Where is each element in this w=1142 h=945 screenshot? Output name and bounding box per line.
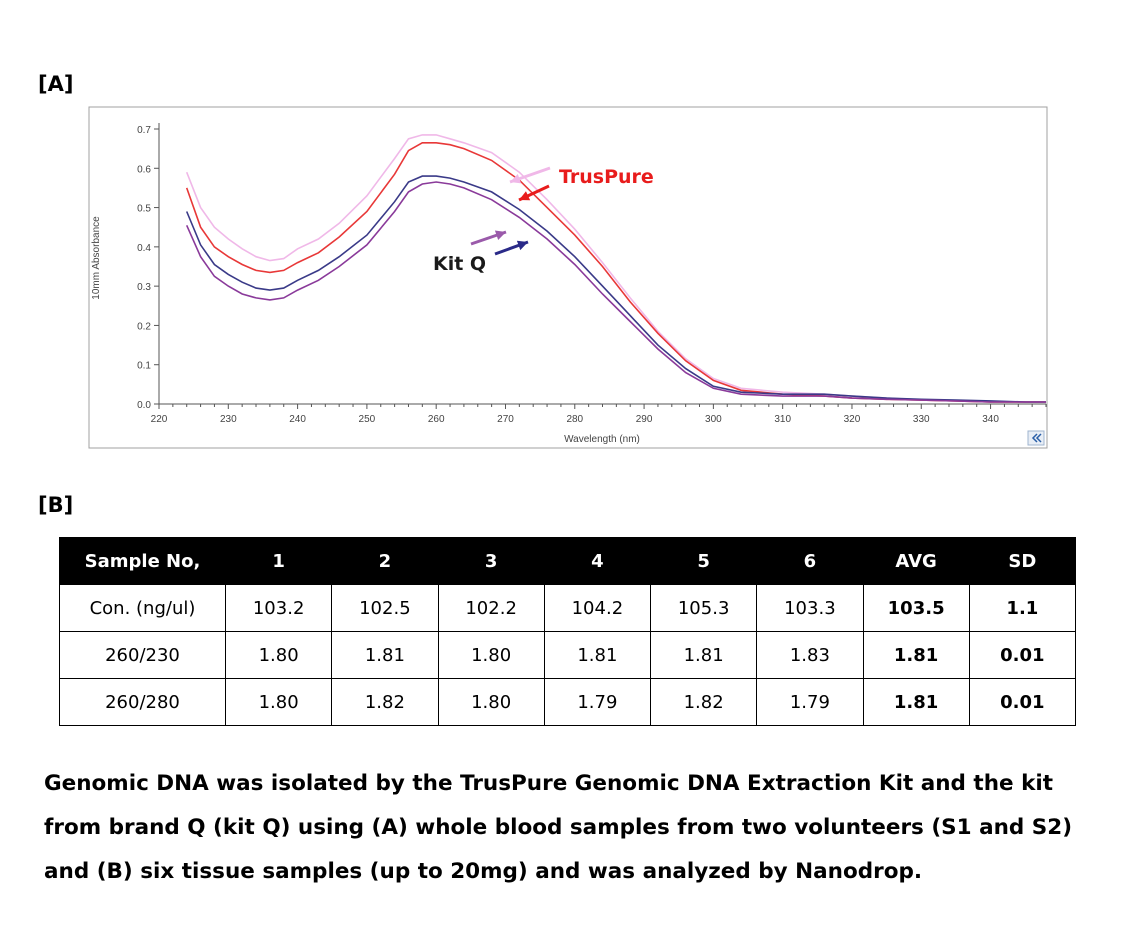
caption-line: Genomic DNA was isolated by the TrusPure… (44, 771, 1054, 796)
results-table: Sample No, 1 2 3 4 5 6 AVG SD Con. (ng/u… (59, 537, 1077, 726)
table-cell: 1.81 (331, 631, 439, 679)
table-cell: 1.80 (224, 631, 333, 679)
y-tick-label: 0.7 (137, 125, 151, 136)
x-tick-label: 340 (982, 414, 999, 425)
table-cell: 102.2 (437, 584, 545, 632)
panel-a-label: [A] (38, 72, 74, 96)
table-row: Con. (ng/ul) 103.2 102.5 102.2 104.2 105… (59, 584, 1077, 632)
table-cell: 1.80 (437, 631, 545, 679)
x-axis-label: Wavelength (nm) (564, 434, 640, 445)
table-cell: 1.79 (543, 678, 652, 726)
table-header-row: Sample No, 1 2 3 4 5 6 AVG SD (59, 537, 1077, 585)
x-tick-label: 240 (289, 414, 306, 425)
table-cell: 1.1 (968, 584, 1077, 632)
x-tick-label: 290 (636, 414, 653, 425)
x-tick-label: 250 (359, 414, 376, 425)
caption-line: and (B) six tissue samples (up to 20mg) … (44, 859, 923, 884)
arrow-red (518, 184, 550, 202)
header-cell: 6 (756, 537, 864, 585)
table-cell: 103.2 (224, 584, 333, 632)
caption-line: from brand Q (kit Q) using (A) whole blo… (44, 815, 1073, 840)
table-cell: 102.5 (331, 584, 439, 632)
header-cell: Sample No, (59, 537, 226, 585)
x-tick-label: 280 (566, 414, 583, 425)
table-cell: 260/230 (59, 631, 226, 679)
table-cell: 1.79 (756, 678, 864, 726)
table-cell: 103.5 (862, 584, 970, 632)
x-tick-label: 260 (428, 414, 445, 425)
y-tick-label: 0.3 (137, 282, 151, 293)
header-cell: 5 (649, 537, 758, 585)
header-cell: 3 (437, 537, 545, 585)
table-cell: 1.81 (862, 631, 970, 679)
series-line-3 (185, 181, 1046, 403)
table-cell: 0.01 (968, 678, 1077, 726)
table-cell: 1.80 (224, 678, 333, 726)
table-cell: 260/280 (59, 678, 226, 726)
table-cell: 1.82 (649, 678, 758, 726)
y-tick-label: 0.2 (137, 321, 151, 332)
annotation-truspure: TrusPure (559, 166, 654, 188)
y-tick-label: 0.5 (137, 204, 151, 215)
arrow-pink (509, 166, 551, 184)
y-tick-label: 0.1 (137, 361, 151, 372)
table-cell: Con. (ng/ul) (59, 584, 226, 632)
y-axis-label: 10mm Absorbance (91, 216, 102, 300)
double-chevron-left-icon[interactable] (1027, 430, 1045, 446)
table-row: 260/230 1.80 1.81 1.80 1.81 1.81 1.83 1.… (59, 631, 1077, 679)
panel-b-label: [B] (38, 493, 74, 517)
table-cell: 104.2 (543, 584, 652, 632)
table-cell: 1.81 (862, 678, 970, 726)
figure-caption: Genomic DNA was isolated by the TrusPure… (44, 762, 1104, 894)
header-cell: SD (968, 537, 1077, 585)
x-tick-label: 330 (913, 414, 930, 425)
table-cell: 103.3 (756, 584, 864, 632)
y-tick-label: 0.6 (137, 164, 151, 175)
table-cell: 1.83 (756, 631, 864, 679)
x-tick-label: 220 (151, 414, 168, 425)
annotation-kit-q: Kit Q (433, 253, 486, 275)
header-cell: AVG (862, 537, 970, 585)
x-tick-label: 270 (497, 414, 514, 425)
chart-frame (88, 106, 1048, 449)
arrow-navy (494, 240, 529, 256)
chart-axes: 220 230 240 250 260 270 280 290 300 310 320 330 340 0… (137, 123, 1047, 425)
series-line-2 (185, 175, 1046, 403)
chart-annotations: TrusPure Kit Q (433, 166, 654, 275)
absorbance-chart: 220 230 240 250 260 270 280 290 300 310 320 330 340 0… (88, 106, 1048, 449)
y-tick-label: 0.0 (137, 400, 151, 411)
arrow-purple (470, 230, 507, 246)
table-cell: 1.80 (437, 678, 545, 726)
table-cell: 0.01 (968, 631, 1077, 679)
header-cell: 4 (543, 537, 652, 585)
x-tick-label: 230 (220, 414, 237, 425)
table-cell: 1.81 (543, 631, 652, 679)
table-cell: 105.3 (649, 584, 758, 632)
y-tick-label: 0.4 (137, 243, 151, 254)
header-cell: 2 (331, 537, 439, 585)
x-tick-label: 310 (774, 414, 791, 425)
header-cell: 1 (224, 537, 333, 585)
table-cell: 1.81 (649, 631, 758, 679)
table-cell: 1.82 (331, 678, 439, 726)
table-row: 260/280 1.80 1.82 1.80 1.79 1.82 1.79 1.… (59, 678, 1077, 726)
x-tick-label: 320 (844, 414, 861, 425)
x-tick-label: 300 (705, 414, 722, 425)
chart-series-layer (185, 134, 1046, 403)
